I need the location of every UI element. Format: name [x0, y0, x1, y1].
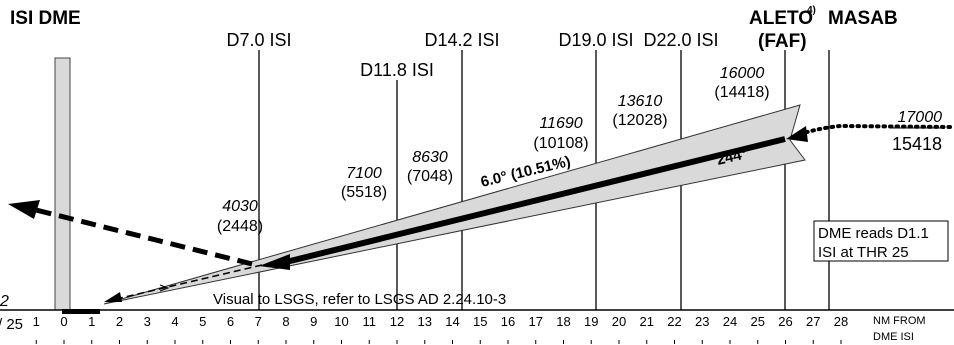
- axis-tick-label: 6: [227, 314, 234, 329]
- visual-note: Visual to LSGS, refer to LSGS AD 2.24.10…: [213, 291, 506, 308]
- axis-tick-label: 22: [667, 314, 681, 329]
- axis-tick-label: 8: [282, 314, 289, 329]
- dme-station-label: ISI DME: [10, 8, 81, 29]
- axis-tick-label: 0: [60, 314, 67, 329]
- final-descent-path: [281, 136, 786, 266]
- height-label: (7048): [407, 168, 453, 185]
- runway-bar: [62, 309, 100, 314]
- dme-note-line2: ISI at THR 25: [818, 244, 909, 261]
- fix-label-d22-0: D22.0 ISI: [643, 30, 718, 50]
- height-label: (5518): [341, 184, 387, 201]
- axis-tick-label: 7: [255, 314, 262, 329]
- runway-label-bottom: / 25: [0, 316, 23, 333]
- axis-tick-label: 2: [116, 314, 123, 329]
- initial-height: 15418: [892, 134, 942, 154]
- initial-approach-arrowhead: [786, 126, 808, 142]
- faf-label: (FAF): [758, 31, 807, 52]
- altitude-label: 8630: [412, 149, 448, 166]
- initial-approach-path: [798, 123, 952, 136]
- fix-label-d11-8: D11.8 ISI: [360, 60, 434, 80]
- axis-tick-label: 9: [310, 314, 317, 329]
- axis-tick-label: 11: [363, 314, 377, 329]
- altitude-label: 13610: [618, 93, 663, 110]
- axis-tick-label: 18: [556, 314, 570, 329]
- axis-unit-line1: NM FROM: [873, 315, 926, 327]
- axis-tick-label: 14: [445, 314, 459, 329]
- axis-tick-label: 16: [501, 314, 515, 329]
- fix-label-d19-0: D19.0 ISI: [558, 30, 633, 50]
- axis-tick-label: 20: [612, 314, 626, 329]
- track-label: 244°: [715, 145, 749, 169]
- axis-tick-label: 1: [33, 314, 40, 329]
- height-label: (10108): [533, 135, 588, 152]
- axis-ticks: 1 0 1 2 3 4 5 6 7 8 9 10 11 12 13 14 15 16 17 18 19 20 21 22 23 2…: [33, 314, 848, 344]
- axis-unit-line2: DME ISI: [873, 331, 914, 343]
- visual-segment-line: [111, 264, 263, 301]
- altitude-label: 11690: [539, 115, 582, 132]
- axis-tick-label: 24: [723, 314, 737, 329]
- axis-tick-label: 5: [199, 314, 206, 329]
- height-label: (14418): [714, 84, 769, 101]
- masab-label: MASAB: [828, 8, 898, 29]
- aleto-label: ALETO: [749, 8, 813, 29]
- axis-tick-label: 4: [171, 314, 178, 329]
- altitude-label: 7100: [346, 165, 382, 182]
- axis-tick-label: 28: [834, 314, 848, 329]
- axis-tick-label: 3: [144, 314, 151, 329]
- axis-tick-label: 13: [418, 314, 432, 329]
- visual-chevrons: [159, 284, 170, 292]
- runway-label-top: 2: [0, 293, 9, 310]
- axis-tick-label: 15: [473, 314, 487, 329]
- axis-tick-label: 25: [751, 314, 765, 329]
- dme-note-box: [813, 220, 949, 262]
- height-label: (2448): [217, 218, 263, 235]
- visual-segment-arrowhead: [104, 292, 122, 302]
- axis-tick-label: 26: [778, 314, 792, 329]
- axis-tick-label: 1: [88, 314, 95, 329]
- altitude-label: 16000: [720, 65, 765, 82]
- dme-note-line1: DME reads D1.1: [818, 225, 929, 242]
- axis-tick-label: 19: [584, 314, 598, 329]
- altitude-label: 4030: [222, 198, 258, 215]
- fix-label-d14-2: D14.2 ISI: [424, 30, 499, 50]
- approach-wedge: [103, 104, 806, 305]
- axis-tick-label: 17: [529, 314, 543, 329]
- axis-tick-label: 21: [640, 314, 654, 329]
- final-descent-arrowhead: [259, 254, 290, 270]
- missed-approach-path: [31, 206, 253, 267]
- initial-altitude: 17000: [898, 109, 943, 126]
- missed-approach-arrowhead: [8, 200, 40, 219]
- fix-label-d7-0: D7.0 ISI: [226, 30, 291, 50]
- axis-tick-label: 10: [334, 314, 348, 329]
- aleto-note-marker: 4): [807, 5, 816, 16]
- height-label: (12028): [612, 112, 667, 129]
- dme-station-tower: [54, 57, 71, 311]
- axis-tick-label: 23: [695, 314, 709, 329]
- axis-tick-label: 27: [806, 314, 820, 329]
- axis-tick-label: 12: [390, 314, 404, 329]
